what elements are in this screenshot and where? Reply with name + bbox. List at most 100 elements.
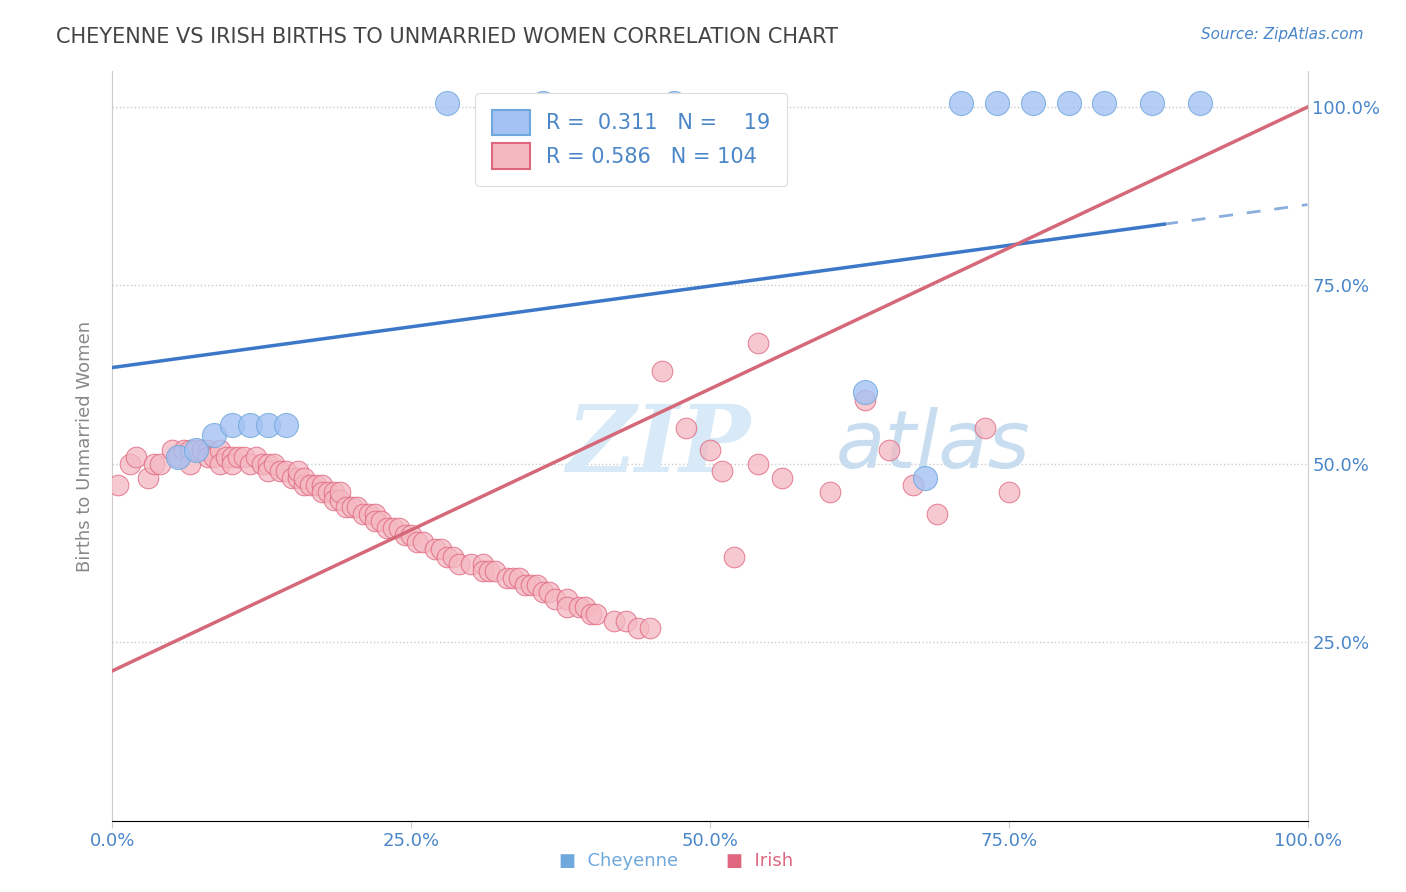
- Point: [257, 417, 280, 432]
- Point: [322, 492, 344, 507]
- Text: Source: ZipAtlas.com: Source: ZipAtlas.com: [1201, 27, 1364, 42]
- Point: [221, 450, 243, 464]
- Point: [179, 457, 201, 471]
- Point: [950, 96, 973, 111]
- Point: [329, 492, 352, 507]
- Point: [603, 614, 626, 628]
- Text: ZIP: ZIP: [567, 401, 751, 491]
- Point: [329, 485, 352, 500]
- Point: [191, 442, 214, 457]
- Point: [352, 507, 374, 521]
- Point: [425, 542, 447, 557]
- Point: [257, 457, 280, 471]
- Point: [340, 500, 363, 514]
- Point: [311, 485, 333, 500]
- Point: [1189, 96, 1212, 111]
- Point: [186, 442, 208, 457]
- Text: ■  Irish: ■ Irish: [725, 852, 793, 870]
- Point: [202, 450, 225, 464]
- Point: [472, 564, 495, 578]
- Text: CHEYENNE VS IRISH BIRTHS TO UNMARRIED WOMEN CORRELATION CHART: CHEYENNE VS IRISH BIRTHS TO UNMARRIED WO…: [56, 27, 838, 46]
- Point: [239, 417, 262, 432]
- Point: [370, 514, 392, 528]
- Point: [460, 557, 482, 571]
- Point: [322, 485, 344, 500]
- Point: [770, 471, 793, 485]
- Point: [125, 450, 148, 464]
- Point: [574, 599, 596, 614]
- Point: [274, 464, 297, 478]
- Point: [447, 557, 470, 571]
- Point: [316, 485, 339, 500]
- Point: [143, 457, 166, 471]
- Point: [903, 478, 925, 492]
- Point: [287, 464, 309, 478]
- Point: [287, 471, 309, 485]
- Point: [502, 571, 524, 585]
- Point: [382, 521, 405, 535]
- Point: [197, 450, 219, 464]
- Text: ■  Cheyenne: ■ Cheyenne: [560, 852, 678, 870]
- Point: [364, 514, 387, 528]
- Point: [723, 549, 745, 564]
- Point: [664, 96, 686, 111]
- Point: [364, 507, 387, 521]
- Point: [747, 335, 769, 350]
- Point: [162, 442, 183, 457]
- Point: [543, 592, 565, 607]
- Point: [197, 442, 219, 457]
- Point: [401, 528, 423, 542]
- Point: [675, 421, 697, 435]
- Point: [616, 614, 638, 628]
- Point: [441, 549, 464, 564]
- Point: [209, 442, 232, 457]
- Point: [377, 521, 399, 535]
- Point: [1057, 96, 1080, 111]
- Point: [1142, 96, 1164, 111]
- Point: [167, 450, 190, 464]
- Legend: R =  0.311   N =    19, R = 0.586   N = 104: R = 0.311 N = 19, R = 0.586 N = 104: [475, 93, 787, 186]
- Point: [640, 621, 662, 635]
- Point: [1022, 96, 1045, 111]
- Point: [699, 442, 721, 457]
- Point: [335, 500, 357, 514]
- Point: [274, 417, 297, 432]
- Point: [269, 464, 291, 478]
- Point: [250, 457, 273, 471]
- Point: [579, 607, 602, 621]
- Point: [568, 599, 591, 614]
- Point: [496, 571, 519, 585]
- Point: [107, 478, 129, 492]
- Point: [436, 96, 458, 111]
- Point: [292, 471, 315, 485]
- Point: [914, 471, 936, 485]
- Point: [974, 421, 997, 435]
- Point: [215, 450, 238, 464]
- Point: [585, 607, 607, 621]
- Point: [406, 535, 429, 549]
- Point: [138, 471, 160, 485]
- Point: [149, 457, 172, 471]
- Point: [513, 578, 536, 592]
- Point: [531, 96, 554, 111]
- Point: [430, 542, 453, 557]
- Point: [359, 507, 381, 521]
- Point: [209, 457, 232, 471]
- Point: [346, 500, 368, 514]
- Text: atlas: atlas: [835, 407, 1031, 485]
- Point: [855, 392, 877, 407]
- Point: [472, 557, 495, 571]
- Point: [478, 564, 501, 578]
- Point: [508, 571, 530, 585]
- Point: [257, 464, 280, 478]
- Point: [292, 478, 315, 492]
- Point: [298, 478, 321, 492]
- Point: [186, 442, 208, 457]
- Point: [281, 471, 304, 485]
- Point: [305, 478, 328, 492]
- Point: [520, 578, 543, 592]
- Point: [555, 599, 578, 614]
- Point: [1094, 96, 1116, 111]
- Point: [879, 442, 901, 457]
- Point: [711, 464, 734, 478]
